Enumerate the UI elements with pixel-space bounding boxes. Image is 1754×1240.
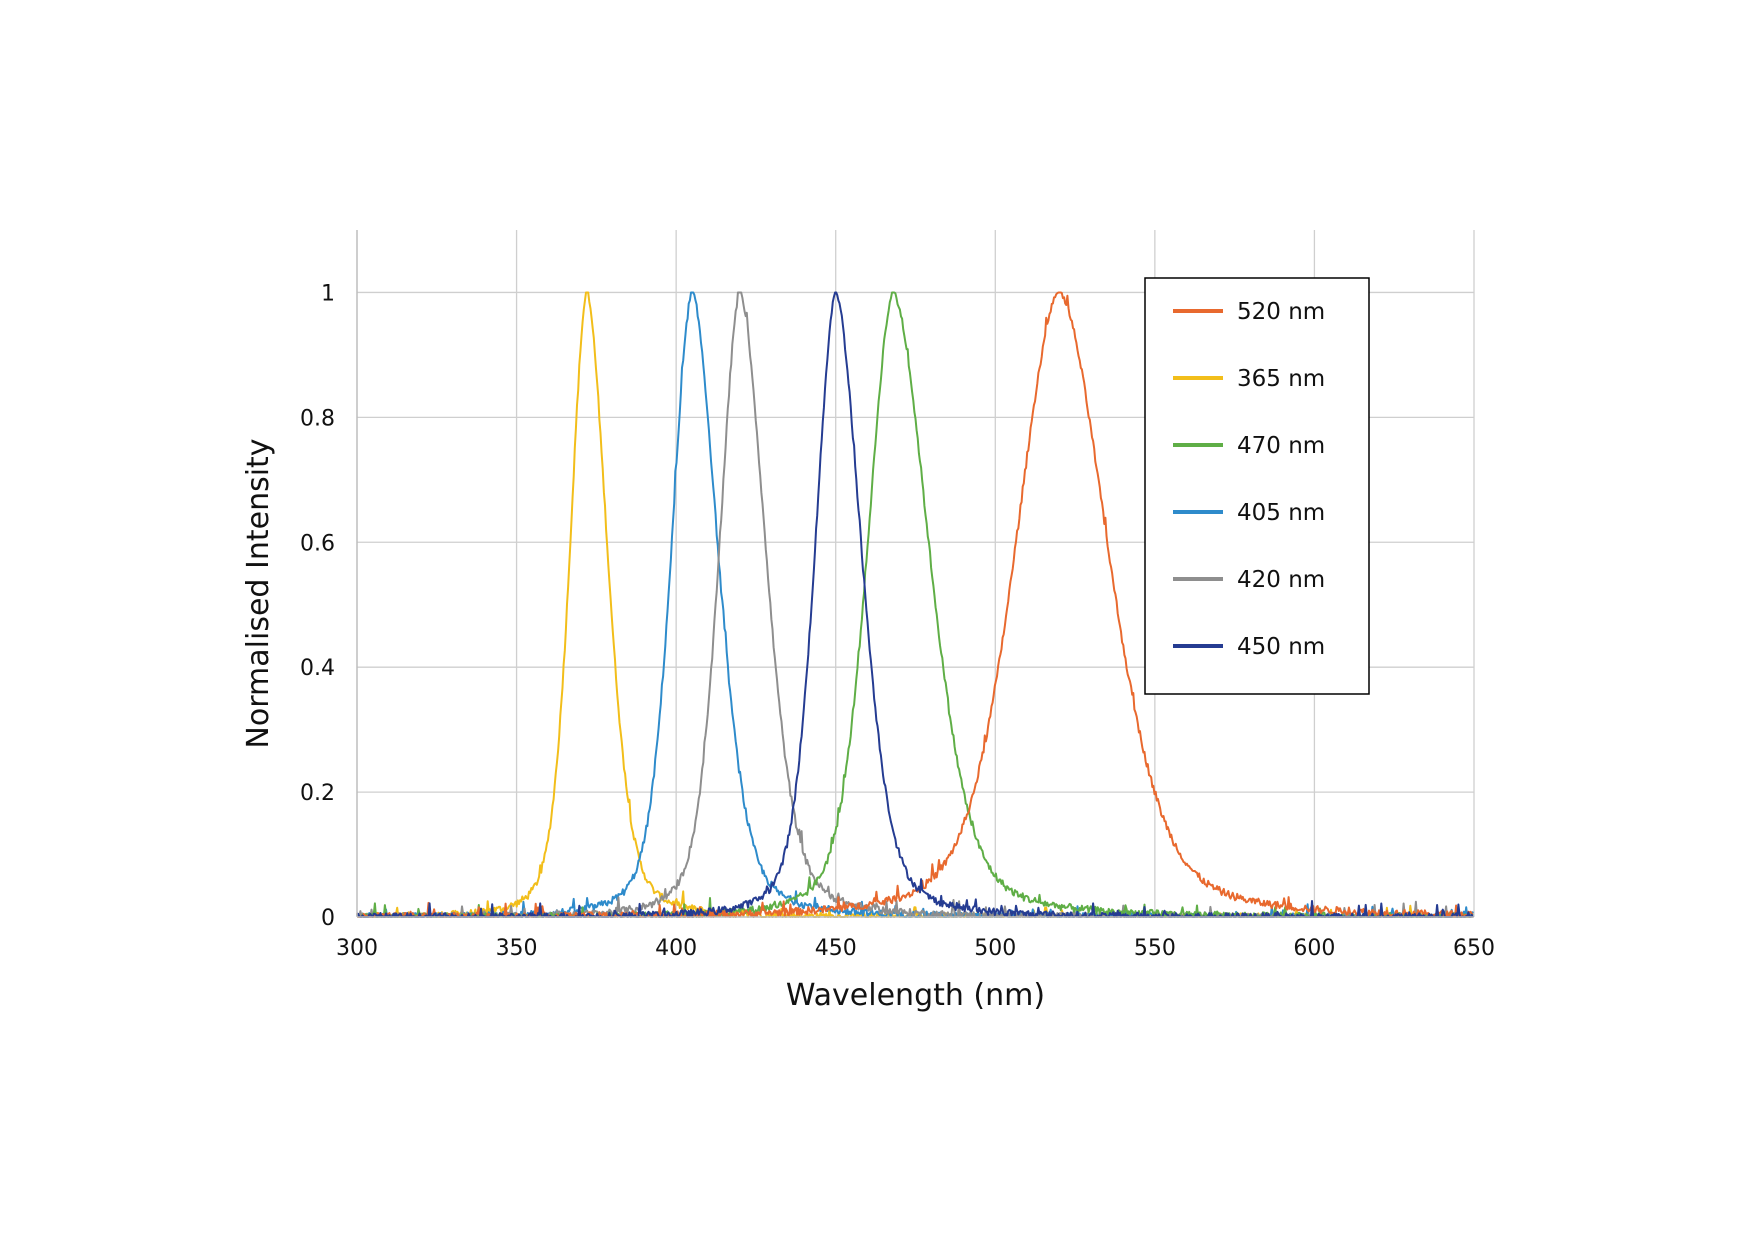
x-tick-label: 500 bbox=[974, 936, 1016, 961]
x-tick-label: 400 bbox=[655, 936, 697, 961]
legend-label: 420 nm bbox=[1237, 567, 1325, 593]
x-tick-label: 600 bbox=[1293, 936, 1335, 961]
legend-label: 365 nm bbox=[1237, 366, 1325, 392]
x-axis-title: Wavelength (nm) bbox=[786, 978, 1045, 1013]
y-tick-label: 0 bbox=[321, 906, 335, 931]
legend-box bbox=[1144, 277, 1370, 695]
y-axis-title: Normalised Intensity bbox=[241, 438, 276, 748]
x-tick-label: 550 bbox=[1134, 936, 1176, 961]
x-tick-label: 300 bbox=[336, 936, 378, 961]
series-line-520-nm bbox=[356, 291, 1474, 918]
x-tick-label: 650 bbox=[1453, 936, 1495, 961]
legend-label: 450 nm bbox=[1237, 634, 1325, 660]
axes: 300 350 400 450 500 550 600 650 0 0.2 0.4 0.6 0.8 1 bbox=[300, 230, 1495, 961]
y-tick-label: 0.8 bbox=[300, 406, 335, 431]
x-tick-label: 450 bbox=[815, 936, 857, 961]
legend-label: 405 nm bbox=[1237, 500, 1325, 526]
y-tick-label: 0.2 bbox=[300, 781, 335, 806]
y-tick-label: 0.6 bbox=[300, 531, 335, 556]
legend-label: 470 nm bbox=[1237, 433, 1325, 459]
y-tick-label: 0.4 bbox=[300, 656, 335, 681]
legend: 520 nm 365 nm 470 nm 405 nm 420 nm 450 nm bbox=[1144, 277, 1370, 695]
legend-label: 520 nm bbox=[1237, 299, 1325, 325]
x-tick-label: 350 bbox=[496, 936, 538, 961]
y-tick-label: 1 bbox=[321, 281, 335, 306]
